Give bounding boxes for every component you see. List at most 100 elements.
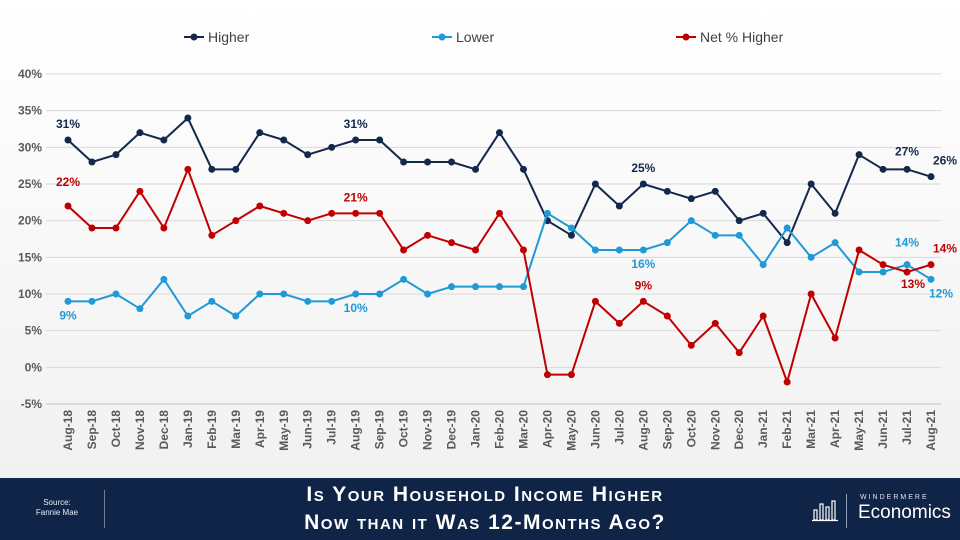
data-point bbox=[496, 129, 503, 137]
x-tick-label: Jul-21 bbox=[900, 410, 914, 445]
data-point bbox=[711, 187, 719, 195]
data-point bbox=[735, 231, 743, 239]
data-point bbox=[567, 224, 575, 232]
source-name: Fannie Mae bbox=[35, 508, 79, 517]
x-tick-label: Aug-21 bbox=[924, 410, 938, 451]
data-point bbox=[615, 319, 623, 327]
x-tick-label: May-20 bbox=[564, 410, 578, 451]
data-point bbox=[64, 202, 72, 210]
data-point bbox=[759, 209, 767, 217]
line-chart: -5% 0% 5% 10% 15% 20% 25% 30% 35% 40% Aug-18 Sep-18… bbox=[18, 29, 957, 451]
data-point bbox=[424, 231, 432, 239]
building-bars-icon bbox=[812, 500, 838, 522]
data-label: 25% bbox=[631, 161, 655, 175]
x-tick-label: Feb-21 bbox=[780, 410, 794, 449]
x-tick-label: Mar-21 bbox=[804, 410, 818, 449]
data-point bbox=[735, 217, 743, 225]
data-point bbox=[280, 136, 288, 144]
data-point bbox=[136, 187, 144, 195]
data-point bbox=[352, 290, 360, 298]
data-point bbox=[184, 114, 192, 122]
data-label: 27% bbox=[895, 144, 919, 158]
data-point bbox=[855, 268, 863, 276]
data-point bbox=[927, 261, 935, 269]
legend-swatch-marker bbox=[682, 33, 690, 41]
data-point bbox=[184, 312, 192, 320]
data-point bbox=[759, 261, 767, 269]
x-tick-label: Oct-19 bbox=[397, 410, 411, 448]
data-point bbox=[328, 209, 336, 217]
data-point bbox=[352, 136, 360, 144]
x-tick-label: May-19 bbox=[277, 410, 291, 451]
data-point bbox=[807, 180, 815, 188]
data-label: 21% bbox=[344, 190, 368, 204]
data-point bbox=[400, 275, 408, 283]
x-tick-label: Dec-18 bbox=[157, 410, 171, 450]
y-tick-label: -5% bbox=[21, 397, 43, 411]
data-point bbox=[591, 180, 599, 188]
data-label: 16% bbox=[631, 257, 655, 271]
data-point bbox=[591, 297, 599, 305]
data-point bbox=[783, 224, 791, 232]
legend-label: Net % Higher bbox=[700, 29, 784, 45]
legend-swatch-marker bbox=[190, 33, 198, 41]
data-label: 26% bbox=[933, 154, 957, 168]
data-point bbox=[663, 187, 671, 195]
x-tick-label: Sep-18 bbox=[85, 410, 99, 450]
data-point bbox=[807, 290, 815, 298]
x-tick-label: Feb-20 bbox=[493, 410, 507, 449]
data-point bbox=[496, 283, 503, 291]
data-point bbox=[256, 202, 264, 210]
x-tick-label: Nov-18 bbox=[133, 410, 147, 450]
x-tick-label: Jun-19 bbox=[301, 410, 315, 449]
data-point bbox=[927, 275, 935, 283]
data-label: 10% bbox=[344, 301, 368, 315]
x-tick-label: Oct-20 bbox=[684, 410, 698, 448]
source-note: Source: Fannie Mae bbox=[22, 498, 92, 518]
data-point bbox=[112, 224, 120, 232]
data-point bbox=[519, 283, 527, 291]
x-tick-label: Jul-19 bbox=[325, 410, 339, 445]
data-point bbox=[304, 297, 312, 305]
data-point bbox=[615, 246, 623, 254]
x-tick-label: Jan-19 bbox=[181, 410, 195, 448]
data-point bbox=[376, 209, 384, 217]
data-label: 9% bbox=[59, 308, 77, 322]
x-tick-label: Jun-21 bbox=[876, 410, 890, 449]
data-point bbox=[400, 246, 408, 254]
chart-title: Is Your Household Income Higher Now than… bbox=[160, 481, 810, 537]
legend-swatch-marker bbox=[438, 33, 446, 41]
data-point bbox=[783, 378, 791, 386]
data-point bbox=[663, 239, 671, 247]
data-point bbox=[687, 195, 695, 203]
data-label: 14% bbox=[895, 236, 919, 250]
data-point bbox=[160, 275, 168, 283]
data-point bbox=[448, 239, 456, 247]
x-tick-label: Mar-19 bbox=[229, 410, 243, 449]
x-tick-label: Mar-20 bbox=[516, 410, 530, 449]
series-line bbox=[67, 168, 932, 383]
data-point bbox=[927, 173, 935, 181]
data-point bbox=[879, 165, 887, 173]
data-point bbox=[663, 312, 671, 320]
x-tick-label: Jan-20 bbox=[469, 410, 483, 448]
data-point bbox=[855, 246, 863, 254]
data-point bbox=[615, 202, 623, 210]
data-point bbox=[328, 143, 336, 151]
data-point bbox=[328, 297, 336, 305]
x-tick-label: Feb-19 bbox=[205, 410, 219, 449]
data-point bbox=[519, 246, 527, 254]
series-line bbox=[67, 117, 932, 244]
x-tick-label: Aug-19 bbox=[349, 410, 363, 451]
data-point bbox=[472, 283, 480, 291]
data-point bbox=[687, 341, 695, 349]
x-tick-label: Nov-19 bbox=[421, 410, 435, 450]
footer-banner: Source: Fannie Mae Is Your Household Inc… bbox=[0, 478, 960, 540]
data-point bbox=[639, 297, 647, 305]
data-point bbox=[759, 312, 767, 320]
y-tick-label: 20% bbox=[18, 214, 42, 228]
data-point bbox=[424, 290, 432, 298]
data-point bbox=[903, 261, 911, 269]
chart-area: -5% 0% 5% 10% 15% 20% 25% 30% 35% 40% Aug-18 Sep-18… bbox=[0, 0, 960, 478]
data-point bbox=[304, 217, 312, 225]
